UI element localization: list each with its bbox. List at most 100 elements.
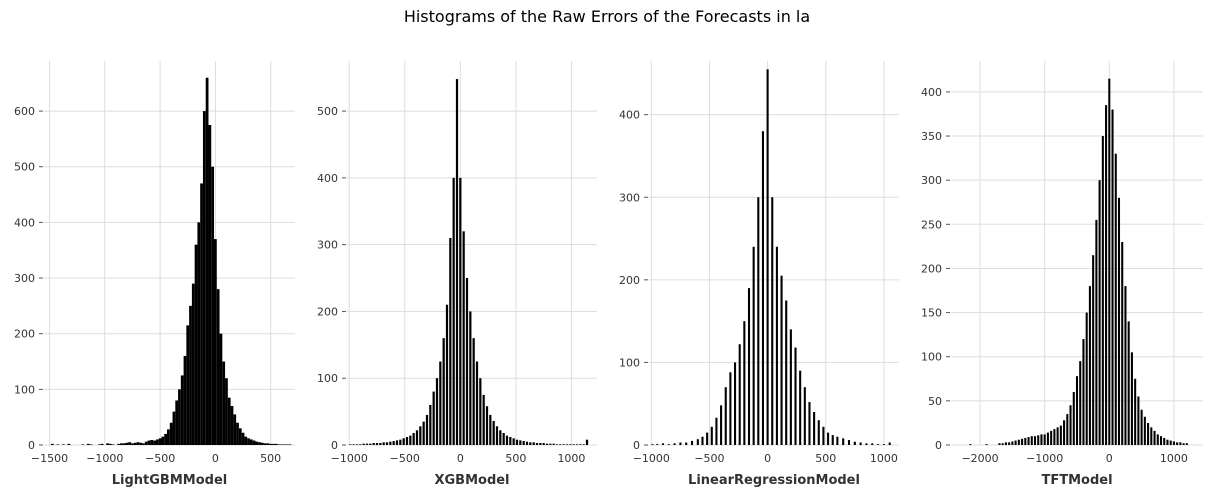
histogram-bar — [1095, 219, 1098, 445]
histogram-bar — [252, 440, 256, 445]
histogram-bar — [375, 442, 379, 445]
histogram-bar — [522, 440, 525, 445]
histogram-bar — [81, 444, 85, 445]
histogram-bar — [208, 125, 212, 445]
histogram-bar — [449, 237, 452, 445]
histogram-bar — [495, 426, 499, 445]
histogram-bar — [419, 426, 422, 445]
histogram-bar — [164, 433, 168, 445]
histogram-bar — [136, 442, 140, 445]
histogram-bar — [757, 197, 760, 445]
y-tick-label: 400 — [921, 86, 942, 99]
histogram-bar — [1030, 436, 1033, 445]
histogram-bar — [1182, 443, 1185, 445]
histogram-bar — [422, 421, 425, 445]
histogram-bar — [771, 197, 774, 445]
histogram-bar — [97, 444, 101, 445]
histogram-bar — [539, 442, 542, 445]
y-tick-label: 500 — [14, 161, 35, 174]
histogram-bar — [211, 166, 215, 445]
histogram-bar — [172, 411, 176, 445]
x-axis-label: XGBModel — [434, 473, 509, 488]
histogram-bar — [1114, 153, 1117, 446]
histogram-bar — [392, 440, 395, 445]
histogram-bar — [656, 444, 659, 445]
y-tick-label: 400 — [14, 216, 35, 229]
histogram-bar — [1011, 441, 1014, 445]
x-tick-label: −1500 — [31, 452, 68, 465]
histogram-bar — [1124, 286, 1127, 445]
histogram-bar — [277, 444, 281, 445]
histogram-bar — [1069, 405, 1072, 445]
histogram-bar — [822, 426, 825, 445]
histogram-bar — [808, 402, 811, 445]
histogram-bar — [1159, 436, 1163, 445]
y-tick-label: 600 — [14, 105, 35, 118]
histogram-bar — [435, 378, 439, 445]
histogram-bar — [429, 404, 432, 445]
histogram-bar — [696, 439, 699, 445]
y-tick-label: 300 — [317, 239, 338, 252]
histogram-bar — [710, 426, 713, 445]
histogram-bar — [175, 400, 179, 445]
x-tick-label: −1000 — [331, 452, 368, 465]
histogram-bar — [200, 183, 203, 445]
histogram-bar — [67, 443, 71, 445]
histogram-bar — [847, 440, 851, 445]
y-tick-label: 50 — [928, 395, 942, 408]
histogram-bar — [813, 411, 816, 445]
figure-title: Histograms of the Raw Errors of the Fore… — [403, 7, 811, 26]
x-tick-label: 500 — [260, 452, 281, 465]
histogram-bar — [738, 344, 741, 445]
histogram-bar — [258, 442, 261, 445]
histogram-bar — [1059, 425, 1062, 445]
histogram-bar — [1040, 434, 1043, 445]
histogram-bar — [794, 347, 797, 445]
histogram-bar — [272, 443, 275, 445]
histogram-bar — [1108, 78, 1111, 445]
histogram-bar — [150, 439, 154, 445]
histogram-bar — [178, 389, 181, 445]
histogram-bar — [266, 443, 270, 445]
histogram-bar — [1088, 286, 1091, 445]
histogram-bar — [1050, 430, 1053, 445]
histogram-bar — [549, 443, 552, 445]
histogram-bar — [512, 438, 515, 445]
x-tick-label: 500 — [815, 452, 836, 465]
histogram-bar — [685, 442, 688, 445]
x-tick-label: 0 — [457, 452, 464, 465]
histogram-bar — [191, 283, 195, 445]
histogram-bar — [155, 439, 159, 445]
histogram-bar — [352, 444, 355, 445]
histogram-bar — [442, 338, 445, 445]
histogram-bar — [877, 444, 880, 445]
histogram-bar — [144, 441, 148, 445]
histogram-bar — [412, 432, 415, 445]
histogram-bar — [743, 321, 746, 445]
histogram-bar — [489, 414, 492, 445]
histogram-bar — [1024, 437, 1027, 445]
x-tick-label: −500 — [145, 452, 175, 465]
histogram-bar — [425, 414, 429, 445]
histogram-bar — [475, 361, 479, 445]
histogram-bar — [260, 442, 264, 445]
histogram-bar — [679, 442, 682, 445]
histogram-bar — [1143, 416, 1146, 445]
histogram-bar — [998, 443, 1001, 445]
histogram-bar — [202, 111, 206, 445]
histogram-bar — [701, 436, 704, 445]
histogram-bar — [724, 387, 727, 445]
histogram-bar — [379, 442, 382, 445]
histogram-bar — [1021, 438, 1024, 445]
histogram-bar — [585, 439, 589, 445]
histogram-bar — [1137, 396, 1140, 445]
histogram-bar — [167, 429, 170, 445]
histogram-bar — [349, 444, 352, 445]
histogram-bar — [505, 435, 509, 445]
y-tick-label: 0 — [633, 439, 640, 452]
histogram-bar — [1134, 378, 1137, 445]
histogram-bar — [789, 329, 792, 445]
y-tick-label: 100 — [921, 351, 942, 364]
x-tick-label: −2000 — [961, 452, 998, 465]
histogram-bar — [462, 231, 465, 445]
